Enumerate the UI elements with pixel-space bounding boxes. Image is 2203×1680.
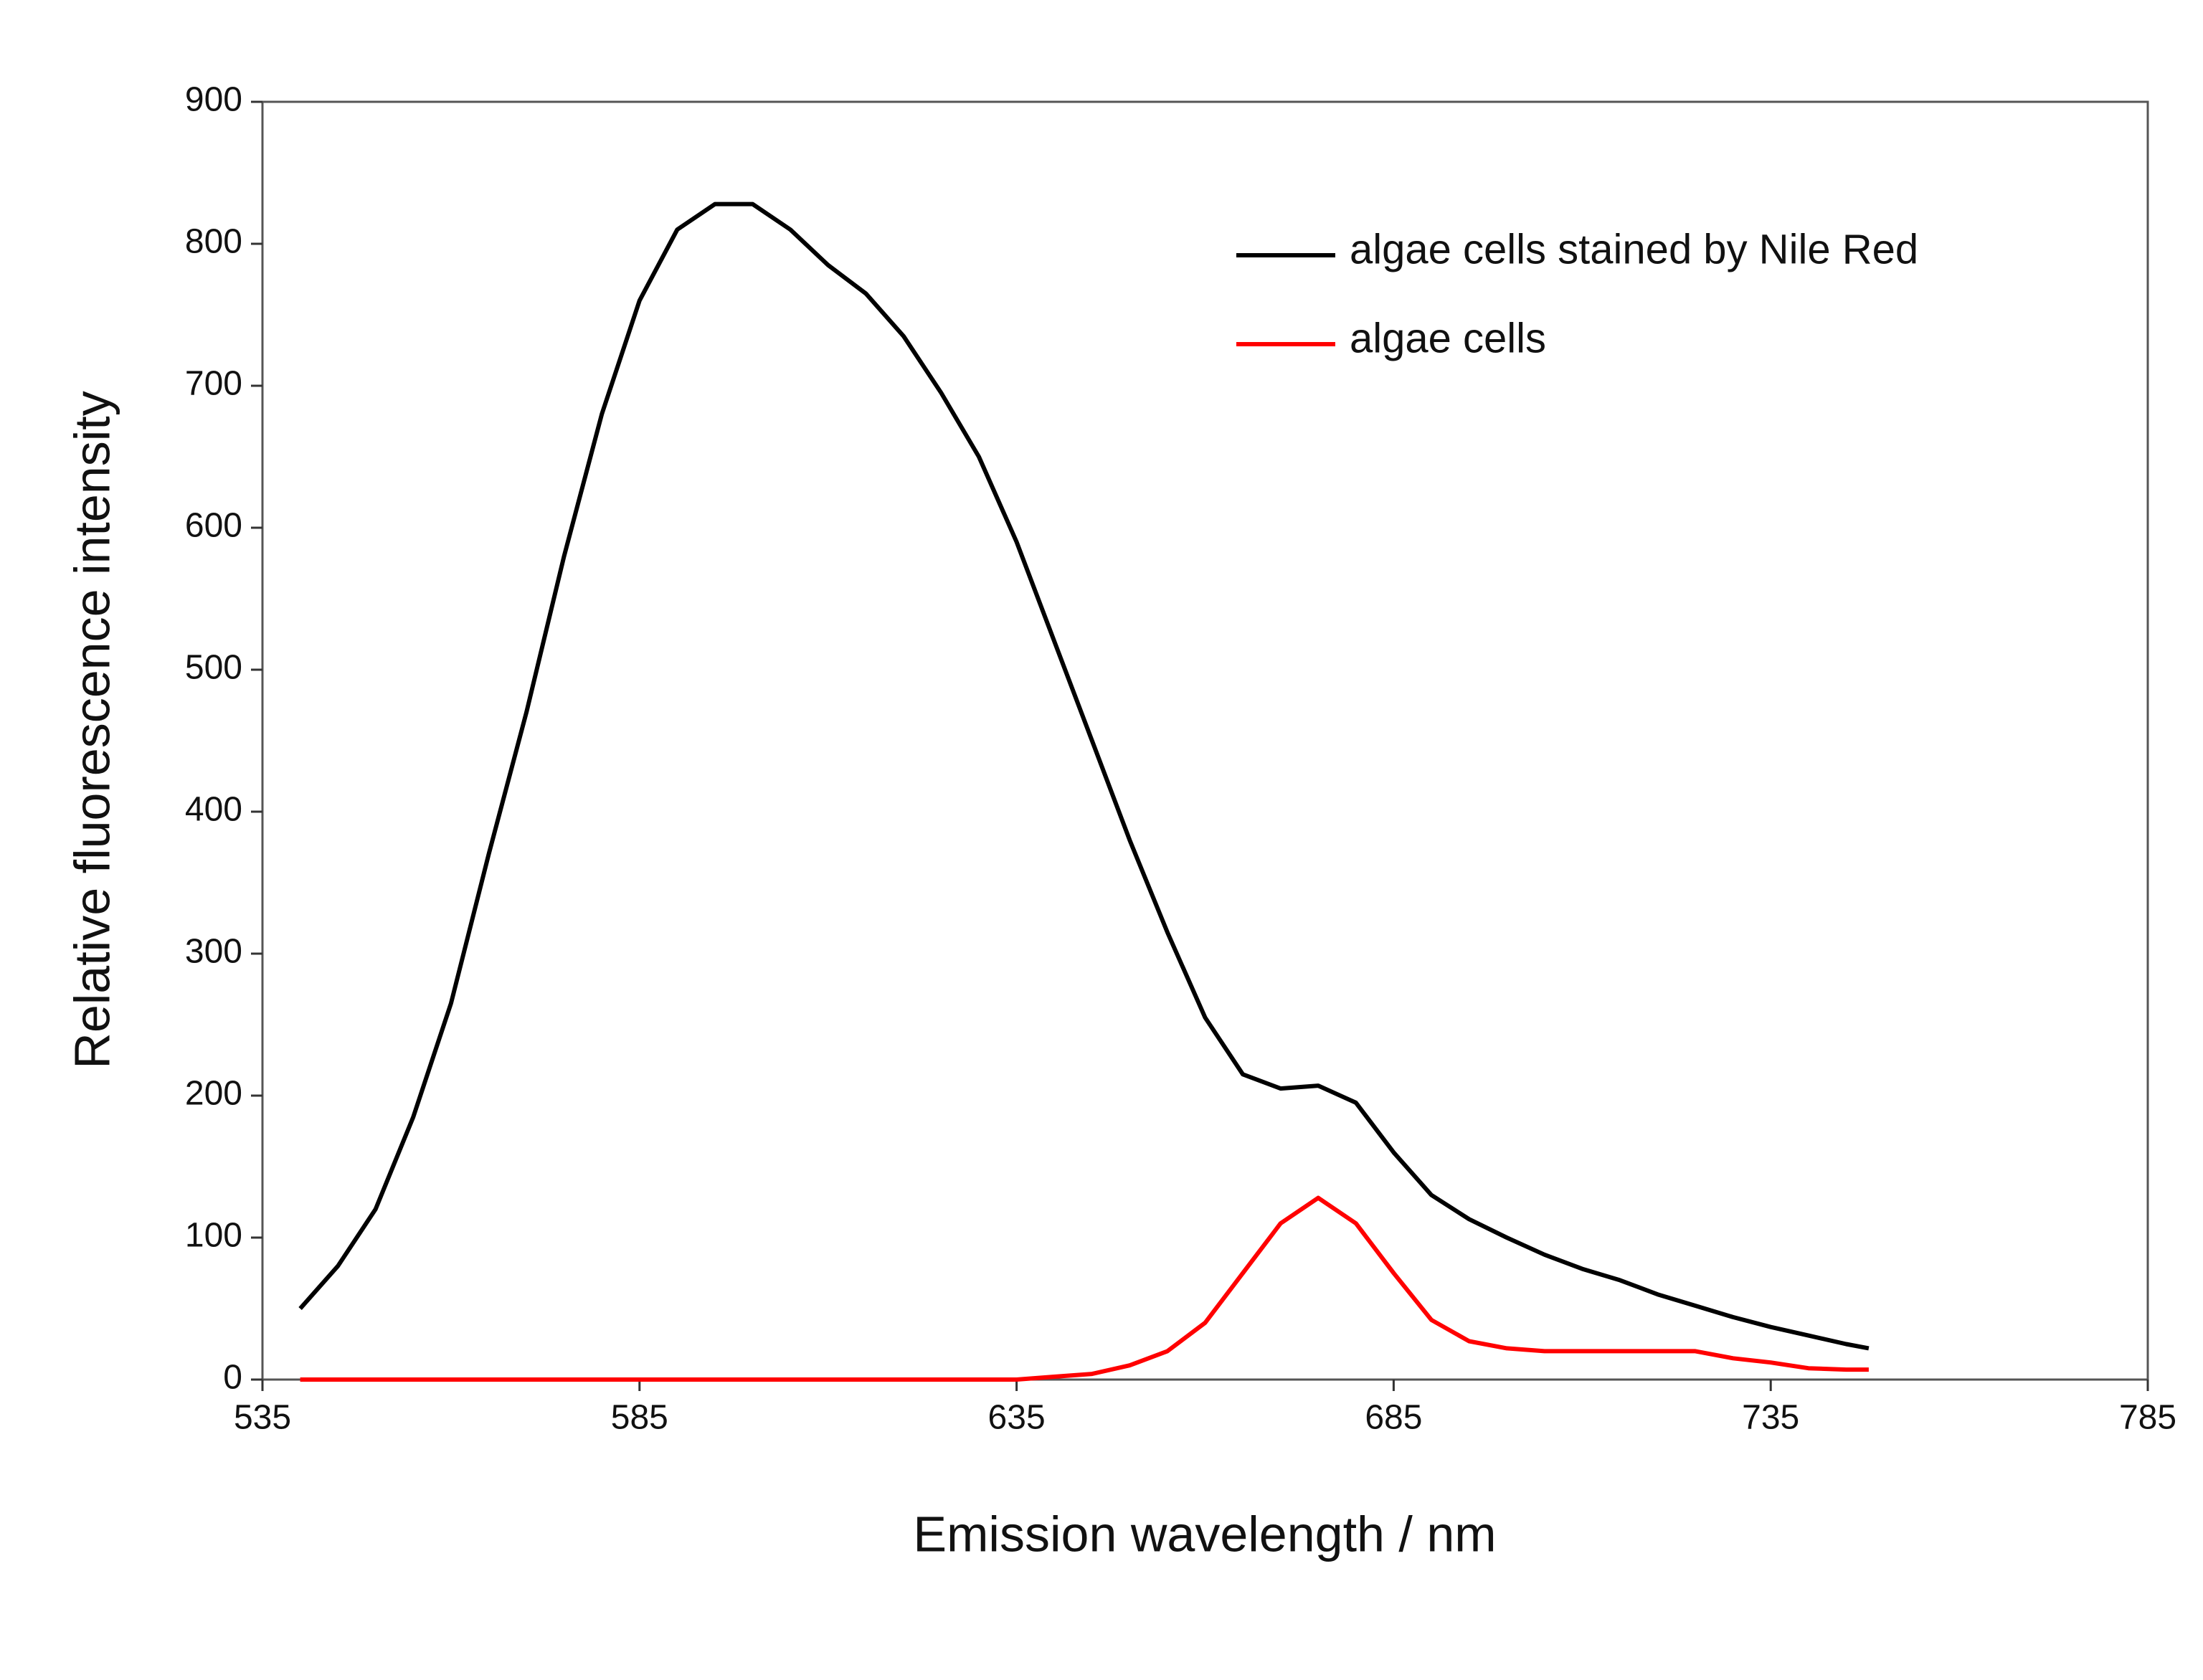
y-tick-label: 500: [185, 649, 242, 687]
y-tick-label: 800: [185, 223, 242, 261]
y-axis-label: Relative fluorescence intensity: [64, 391, 120, 1068]
x-tick-label: 535: [234, 1399, 291, 1437]
y-tick-label: 600: [185, 507, 242, 545]
y-tick-label: 100: [185, 1217, 242, 1255]
y-tick-label: 700: [185, 365, 242, 403]
plot-frame: [261, 100, 2149, 1381]
y-tick-label: 300: [185, 933, 242, 971]
x-tick-label: 635: [988, 1399, 1046, 1437]
legend-label: algae cells: [1350, 315, 1546, 361]
x-tick-label: 685: [1365, 1399, 1422, 1437]
x-tick-label: 785: [2119, 1399, 2176, 1437]
x-axis-label: Emission wavelength / nm: [913, 1506, 1496, 1562]
y-tick-label: 900: [185, 81, 242, 119]
data-line: [300, 1195, 1869, 1382]
x-tick-label: 585: [611, 1399, 668, 1437]
x-tick-label: 735: [1742, 1399, 1799, 1437]
data-line: [298, 201, 1870, 1351]
y-tick-label: 0: [223, 1359, 242, 1397]
y-tick-label: 200: [185, 1075, 242, 1113]
y-tick-label: 400: [185, 791, 242, 829]
legend-label: algae cells stained by Nile Red: [1350, 226, 1918, 272]
